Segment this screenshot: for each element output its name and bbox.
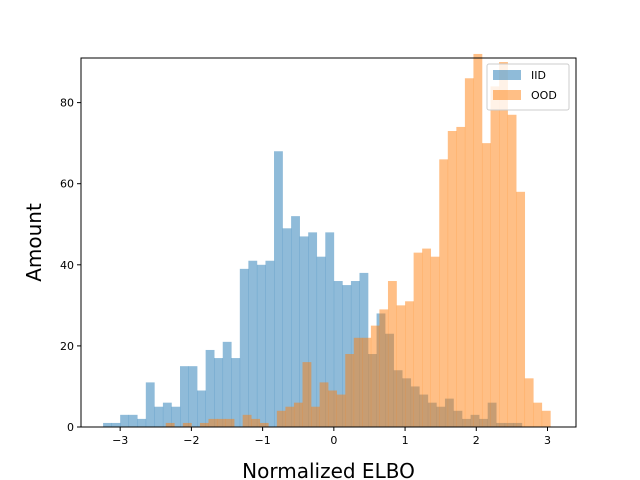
- bar-iid-13: [214, 358, 224, 427]
- bar-ood-9: [242, 414, 252, 427]
- bar-iid-17: [248, 260, 258, 427]
- bar-ood-29: [413, 252, 423, 427]
- bar-iid-5: [145, 382, 155, 427]
- y-tick-label: 20: [60, 340, 74, 353]
- y-axis-label: Amount: [22, 203, 46, 282]
- bar-ood-26: [387, 281, 397, 427]
- legend: IID OOD: [486, 63, 570, 111]
- bar-ood-5: [208, 418, 218, 427]
- bar-iid-25: [316, 256, 326, 427]
- bar-ood-6: [217, 418, 226, 427]
- bar-iid-4: [137, 418, 147, 427]
- bar-ood-22: [353, 337, 363, 427]
- bar-iid-10: [188, 366, 198, 427]
- bar-ood-44: [541, 410, 551, 427]
- bar-iid-16: [239, 268, 249, 427]
- bar-ood-32: [439, 159, 449, 427]
- bar-ood-36: [473, 53, 483, 427]
- bar-ood-10: [251, 418, 261, 427]
- bar-iid-8: [171, 406, 181, 427]
- bar-ood-38: [490, 86, 500, 427]
- x-tick-label: 2: [473, 434, 480, 447]
- bar-ood-34: [456, 126, 466, 427]
- x-tick-label: 3: [544, 434, 551, 447]
- bar-ood-19: [328, 390, 337, 427]
- bar-ood-33: [447, 130, 457, 427]
- bar-ood-17: [311, 406, 320, 427]
- legend-label-ood: OOD: [531, 89, 557, 102]
- legend-swatch-ood: [493, 90, 521, 100]
- x-axis-ticks: −3 −2 −1 0 1 2 3: [112, 427, 551, 447]
- bar-iid-7: [162, 402, 172, 427]
- bar-iid-0: [103, 422, 112, 427]
- x-tick-label: −3: [112, 434, 128, 447]
- bar-ood-37: [481, 143, 491, 427]
- bar-ood-14: [285, 406, 295, 427]
- bar-ood-35: [464, 78, 474, 428]
- bar-ood-30: [422, 248, 432, 427]
- bar-ood-28: [405, 301, 414, 427]
- bar-ood-16: [302, 362, 312, 427]
- histogram-bars: [103, 53, 551, 428]
- bar-iid-19: [265, 260, 275, 427]
- bar-iid-2: [120, 414, 130, 427]
- plot-frame: [80, 57, 577, 428]
- bar-ood-40: [507, 114, 517, 428]
- bar-ood-11: [259, 422, 269, 427]
- bar-ood-42: [524, 378, 534, 427]
- legend-swatch-iid: [493, 70, 521, 80]
- bar-ood-13: [276, 410, 286, 427]
- x-tick-label: −2: [183, 434, 199, 447]
- y-axis-ticks: 0 20 40 60 80: [60, 97, 81, 434]
- bar-ood-2: [182, 422, 192, 427]
- bar-iid-14: [222, 341, 232, 427]
- bar-iid-11: [197, 390, 206, 427]
- bar-ood-39: [499, 62, 508, 428]
- bar-iid-24: [308, 232, 318, 427]
- bar-iid-27: [333, 281, 343, 427]
- x-tick-label: 1: [402, 434, 409, 447]
- bar-ood-31: [430, 256, 440, 427]
- bar-iid-6: [154, 406, 164, 427]
- bar-iid-26: [325, 232, 335, 427]
- bar-ood-41: [516, 191, 526, 427]
- x-tick-label: 0: [330, 434, 337, 447]
- bar-iid-3: [128, 414, 138, 427]
- y-tick-label: 80: [60, 97, 74, 110]
- bar-ood-23: [362, 337, 372, 427]
- bar-ood-21: [345, 354, 355, 427]
- bar-iid-21: [282, 228, 292, 427]
- bar-iid-12: [205, 349, 215, 427]
- bar-ood-20: [336, 394, 346, 427]
- bar-ood-24: [370, 325, 380, 427]
- bar-ood-0: [165, 422, 175, 427]
- bar-ood-18: [319, 382, 329, 427]
- x-tick-label: −1: [255, 434, 271, 447]
- bar-iid-1: [111, 422, 121, 427]
- bar-iid-23: [299, 236, 309, 427]
- bar-ood-4: [199, 422, 209, 427]
- x-axis-label: Normalized ELBO: [242, 459, 415, 480]
- bar-iid-20: [274, 151, 283, 427]
- y-tick-label: 0: [67, 421, 74, 434]
- bar-ood-15: [293, 402, 303, 427]
- bar-ood-43: [533, 402, 543, 427]
- bar-ood-7: [225, 418, 235, 427]
- y-tick-label: 60: [60, 178, 74, 191]
- bar-iid-22: [291, 216, 300, 427]
- y-tick-label: 40: [60, 259, 74, 272]
- bar-iid-9: [180, 366, 189, 427]
- legend-label-iid: IID: [531, 69, 546, 82]
- bar-ood-27: [396, 305, 406, 427]
- bar-iid-15: [231, 358, 241, 427]
- bar-ood-25: [379, 309, 389, 427]
- bar-iid-18: [256, 264, 266, 427]
